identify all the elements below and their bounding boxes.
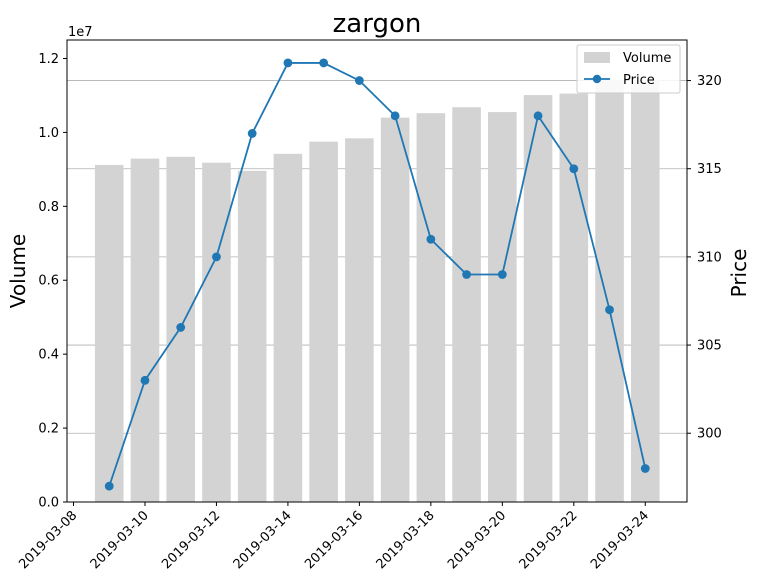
volume-bars bbox=[94, 79, 660, 503]
price-point bbox=[426, 234, 436, 244]
price-point bbox=[354, 76, 364, 85]
x-tick-label: 2019-03-22 bbox=[517, 508, 581, 572]
x-tick-label: 2019-03-14 bbox=[231, 508, 295, 572]
y2-tick-label: 315 bbox=[697, 162, 722, 177]
x-tick-label: 2019-03-18 bbox=[374, 508, 438, 572]
y-tick-label: 0.0 bbox=[38, 496, 59, 511]
legend-volume-swatch bbox=[584, 52, 610, 63]
y-tick-label: 0.4 bbox=[38, 348, 59, 363]
x-tick-label: 2019-03-16 bbox=[302, 508, 366, 572]
volume-bar bbox=[237, 170, 267, 503]
y2-tick-label: 305 bbox=[697, 339, 722, 354]
plot-frame bbox=[66, 39, 688, 503]
legend: Volume Price bbox=[576, 44, 681, 94]
price-point bbox=[497, 270, 507, 279]
y2-tick-label: 320 bbox=[697, 74, 722, 89]
volume-bar bbox=[309, 141, 338, 502]
volume-bar bbox=[273, 153, 303, 503]
price-point bbox=[212, 252, 221, 262]
legend-price-marker bbox=[592, 74, 602, 84]
price-point bbox=[605, 305, 614, 315]
price-line bbox=[104, 58, 650, 491]
volume-bar bbox=[345, 138, 374, 502]
volume-bar bbox=[130, 158, 160, 502]
y-tick-label: 0.8 bbox=[38, 200, 59, 215]
y-tick-label: 0.2 bbox=[38, 422, 59, 437]
x-tick-label: 2019-03-24 bbox=[588, 508, 652, 572]
price-point bbox=[462, 270, 471, 279]
x-tick-label: 2019-03-20 bbox=[445, 508, 509, 572]
price-point bbox=[569, 164, 579, 174]
y-axis-offset-label: 1e7 bbox=[68, 25, 93, 40]
x-tick-label: 2019-03-10 bbox=[88, 508, 152, 572]
volume-bar bbox=[452, 107, 481, 502]
y-tick-label: 0.6 bbox=[38, 274, 59, 289]
grid-lines bbox=[67, 80, 687, 434]
volume-bar bbox=[416, 113, 446, 503]
price-line-path bbox=[108, 62, 647, 487]
volume-bar bbox=[595, 79, 624, 502]
price-point bbox=[104, 481, 114, 491]
y2-tick-label: 300 bbox=[697, 427, 722, 442]
price-point bbox=[140, 375, 150, 385]
volume-bar bbox=[523, 95, 553, 502]
price-point bbox=[283, 58, 293, 68]
y-tick-label: 1.0 bbox=[38, 126, 59, 141]
x-tick-label: 2019-03-12 bbox=[159, 508, 223, 572]
x-tick-label: 2019-03-08 bbox=[16, 508, 80, 572]
volume-bar bbox=[202, 162, 231, 502]
legend-price-label: Price bbox=[623, 73, 655, 88]
y2-tick-label: 310 bbox=[697, 250, 722, 265]
y-tick-label: 1.2 bbox=[38, 52, 59, 67]
legend-volume-label: Volume bbox=[623, 51, 671, 66]
y2-axis-title: Price bbox=[727, 249, 751, 298]
price-point bbox=[176, 323, 186, 332]
y-axis-title: Volume bbox=[6, 234, 30, 308]
price-point bbox=[319, 58, 329, 68]
chart-title: zargon bbox=[333, 9, 422, 39]
volume-bar bbox=[380, 117, 410, 502]
price-point bbox=[640, 464, 650, 473]
volume-bar bbox=[488, 112, 517, 503]
volume-bar bbox=[94, 164, 124, 502]
volume-bar bbox=[630, 79, 660, 502]
price-point bbox=[533, 111, 543, 121]
price-point bbox=[390, 111, 400, 121]
volume-bar bbox=[559, 93, 589, 502]
price-point bbox=[247, 129, 257, 138]
